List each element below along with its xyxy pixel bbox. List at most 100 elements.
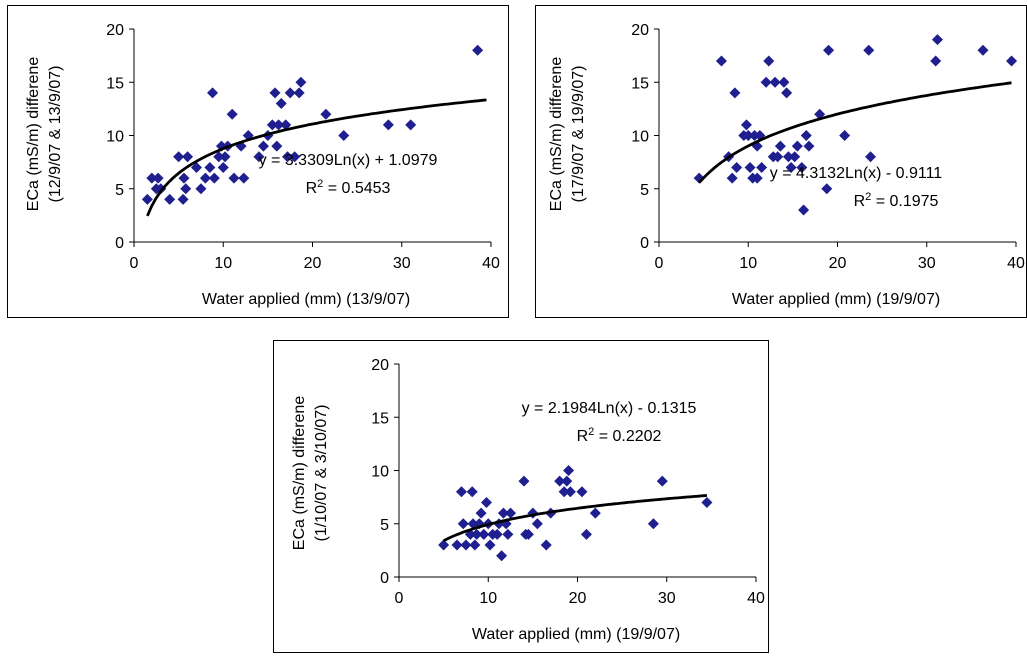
data-point bbox=[382, 119, 394, 131]
data-point bbox=[266, 119, 278, 131]
data-point bbox=[778, 76, 790, 88]
data-point bbox=[531, 518, 543, 530]
x-tick-label: 0 bbox=[395, 590, 404, 607]
data-point bbox=[190, 161, 202, 173]
data-point bbox=[207, 87, 219, 99]
data-point bbox=[563, 465, 575, 476]
data-point bbox=[466, 486, 478, 498]
data-point bbox=[164, 193, 176, 205]
data-point bbox=[701, 496, 713, 508]
data-point bbox=[460, 539, 472, 551]
data-point bbox=[505, 507, 517, 519]
data-point bbox=[257, 140, 269, 152]
data-point bbox=[576, 486, 588, 498]
data-point bbox=[472, 44, 484, 56]
data-point bbox=[931, 34, 943, 46]
data-point bbox=[785, 161, 797, 173]
chart-panel-3: 0 5 10 15 20 0 10 20 30 40 y = 2.1984Ln(x) - 0.131… bbox=[273, 340, 769, 653]
x-tick-label: 30 bbox=[658, 590, 676, 607]
data-point bbox=[180, 183, 192, 195]
y-axis-label-line-1: ECa (mS/m) differene bbox=[291, 396, 308, 551]
data-point bbox=[280, 119, 292, 131]
data-point bbox=[726, 172, 738, 184]
y-tick-label: 0 bbox=[380, 570, 389, 587]
data-point bbox=[522, 528, 534, 540]
data-point bbox=[173, 151, 185, 163]
data-point bbox=[791, 140, 803, 152]
r-squared-label: R2 = 0.5453 bbox=[306, 178, 391, 197]
data-point bbox=[554, 475, 566, 487]
data-point bbox=[781, 87, 793, 99]
data-point bbox=[782, 151, 794, 163]
trendline bbox=[698, 81, 1012, 184]
data-point bbox=[469, 539, 481, 551]
x-tick-label: 0 bbox=[655, 255, 664, 272]
data-point bbox=[751, 172, 763, 184]
data-point bbox=[219, 151, 231, 163]
chart-3-svg: 0 5 10 15 20 0 10 20 30 40 y = 2.1984Ln(x) - 0.131… bbox=[291, 357, 765, 643]
r-squared-label: R2 = 0.1975 bbox=[854, 191, 939, 210]
y-tick-label: 20 bbox=[631, 22, 649, 39]
r-squared-symbol: R bbox=[577, 428, 589, 445]
data-point bbox=[457, 518, 469, 530]
y-tick-label: 0 bbox=[640, 235, 649, 252]
data-point bbox=[289, 151, 301, 163]
data-point bbox=[471, 528, 483, 540]
data-point bbox=[580, 528, 592, 540]
data-point bbox=[269, 87, 281, 99]
data-point bbox=[656, 475, 668, 487]
x-axis-label: Water applied (mm) (19/9/07) bbox=[732, 291, 940, 308]
y-axis-label-line-2: (12/9/07 & 13/9/07) bbox=[47, 66, 64, 203]
data-point bbox=[478, 528, 490, 540]
data-point bbox=[823, 44, 835, 56]
data-point bbox=[208, 172, 220, 184]
trendline bbox=[442, 494, 707, 542]
data-point bbox=[228, 172, 240, 184]
r-squared-value: = 0.5453 bbox=[323, 180, 390, 197]
x-axis-label: Water applied (mm) (19/9/07) bbox=[472, 626, 680, 643]
trendline bbox=[146, 98, 487, 217]
x-tick-label: 20 bbox=[304, 255, 322, 272]
x-tick-label: 20 bbox=[569, 590, 587, 607]
data-point bbox=[491, 528, 503, 540]
data-point bbox=[744, 161, 756, 173]
data-point bbox=[1006, 55, 1018, 67]
y-tick-label: 5 bbox=[115, 182, 124, 199]
data-point bbox=[271, 140, 283, 152]
r-squared-exponent: 2 bbox=[317, 178, 323, 190]
data-point bbox=[814, 108, 826, 120]
x-tick-label: 30 bbox=[918, 255, 936, 272]
r-squared-symbol: R bbox=[854, 193, 866, 210]
data-point bbox=[769, 76, 781, 88]
data-point bbox=[152, 172, 164, 184]
data-point bbox=[930, 55, 942, 67]
data-point bbox=[796, 161, 808, 173]
data-point bbox=[438, 539, 450, 551]
data-point bbox=[561, 475, 573, 487]
y-tick-label: 5 bbox=[380, 517, 389, 534]
data-point bbox=[146, 172, 158, 184]
data-point bbox=[496, 550, 508, 562]
data-point bbox=[475, 507, 487, 519]
r-squared-value: = 0.1975 bbox=[871, 193, 938, 210]
data-point bbox=[480, 496, 492, 508]
y-axis-label-line-2: (1/10/07 & 3/10/07) bbox=[313, 405, 330, 542]
data-point bbox=[204, 161, 216, 173]
data-point bbox=[320, 108, 332, 120]
data-point bbox=[774, 140, 786, 152]
data-point bbox=[238, 172, 250, 184]
data-point bbox=[275, 98, 287, 110]
y-tick-label: 20 bbox=[371, 357, 389, 374]
data-point bbox=[199, 172, 211, 184]
data-point bbox=[564, 486, 576, 498]
data-point bbox=[800, 130, 812, 141]
x-tick-label: 0 bbox=[130, 255, 139, 272]
data-point bbox=[141, 193, 153, 205]
data-point bbox=[865, 151, 877, 163]
data-point bbox=[405, 119, 417, 131]
data-point bbox=[284, 87, 296, 99]
data-point bbox=[803, 140, 815, 152]
data-point bbox=[742, 130, 754, 141]
y-tick-label: 15 bbox=[106, 75, 124, 92]
chart-panel-1: 0 5 10 15 20 0 10 20 30 40 y = 3.3309Ln(x) + 1.097… bbox=[7, 5, 509, 318]
